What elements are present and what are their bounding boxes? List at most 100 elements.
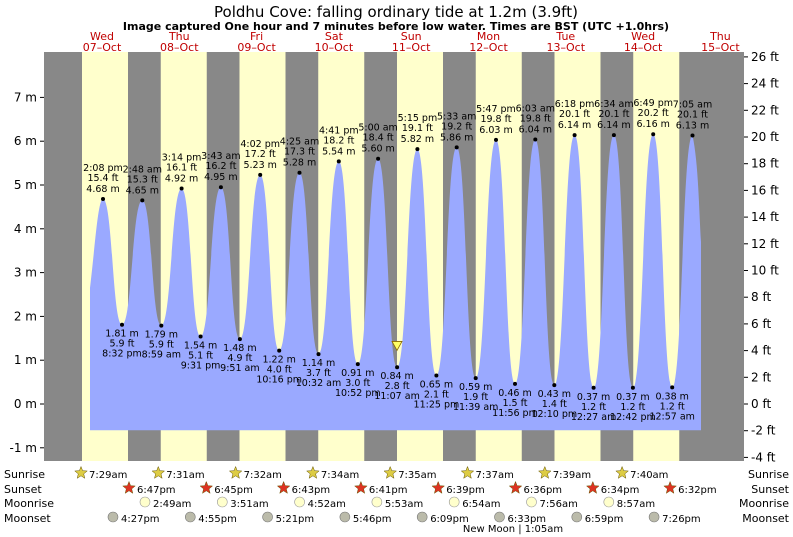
high-tide-point xyxy=(690,133,695,138)
sunset-icon xyxy=(122,480,136,494)
low-tide-point xyxy=(591,385,596,390)
low-tide-time: 11:25 pm xyxy=(414,400,460,411)
sunrise-icon xyxy=(228,465,243,479)
left-axis-tick-label: 4 m xyxy=(14,222,37,236)
low-tide-point xyxy=(473,376,478,381)
high-tide-metres: 6.16 m xyxy=(636,119,669,130)
day-name-label: Sun xyxy=(401,30,422,43)
high-tide-time: 7:05 am xyxy=(673,100,712,111)
moonrise-time: 3:51am xyxy=(230,499,268,510)
right-axis-tick-label: -4 ft xyxy=(751,450,776,464)
low-tide-metres: 1.48 m xyxy=(223,343,256,354)
day-name-label: Tue xyxy=(555,30,575,43)
moonset-icon xyxy=(107,511,119,523)
sunset-time: 6:41pm xyxy=(369,485,408,496)
axes: -1 m 0 m 1 m 2 m 3 m 4 m 5 m 6 m 7 m -4 ft -2 ft 0 … xyxy=(10,30,780,464)
low-tide-point xyxy=(355,362,360,367)
high-tide-metres: 6.14 m xyxy=(558,120,591,131)
moonrise-icon xyxy=(294,496,305,508)
sunset-time: 6:45pm xyxy=(214,485,253,496)
low-tide-feet: 4.9 ft xyxy=(227,353,252,364)
low-tide-feet: 1.2 ft xyxy=(660,401,685,412)
low-tide-metres: 0.65 m xyxy=(420,380,453,391)
high-tide-feet: 19.8 ft xyxy=(520,113,551,124)
high-tide-feet: 20.1 ft xyxy=(677,110,708,121)
high-tide-point xyxy=(140,198,145,203)
moonrise-time: 4:52am xyxy=(308,499,346,510)
day-date-label: 14–Oct xyxy=(624,41,663,54)
high-tide-time: 2:48 am xyxy=(123,164,162,175)
sunrise-time: 7:37am xyxy=(476,470,514,481)
low-tide-metres: 1.54 m xyxy=(184,341,217,352)
low-tide-feet: 1.2 ft xyxy=(581,402,606,413)
right-axis-tick-label: 10 ft xyxy=(751,264,779,278)
high-tide-time: 4:41 pm xyxy=(319,125,359,136)
high-tide-feet: 20.1 ft xyxy=(559,109,590,120)
low-tide-time: 11:07 am xyxy=(374,391,419,402)
high-tide-point xyxy=(179,186,184,191)
high-tide-feet: 15.3 ft xyxy=(127,174,158,185)
high-tide-metres: 4.65 m xyxy=(126,185,159,196)
high-tide-time: 6:03 am xyxy=(516,103,555,114)
low-tide-metres: 1.14 m xyxy=(302,358,335,369)
sunrise-icon xyxy=(383,465,398,479)
high-tide-point xyxy=(494,137,498,142)
moonrise-time: 2:49am xyxy=(153,499,191,510)
low-tide-feet: 2.8 ft xyxy=(385,381,410,392)
sunset-icon xyxy=(508,480,523,494)
right-axis-tick-label: 14 ft xyxy=(751,210,779,224)
low-tide-time: 10:32 am xyxy=(296,378,341,389)
low-tide-feet: 1.9 ft xyxy=(463,392,488,403)
moonset-icon xyxy=(262,511,273,523)
low-tide-point xyxy=(552,383,557,388)
moonset-time: 4:27pm xyxy=(121,514,160,525)
high-tide-time: 5:15 pm xyxy=(398,113,438,124)
high-tide-metres: 5.60 m xyxy=(361,144,394,155)
high-tide-time: 3:14 pm xyxy=(162,153,202,164)
day-date-label: 11–Oct xyxy=(392,41,431,54)
row-label-left: Moonset xyxy=(4,512,51,525)
sunrise-icon xyxy=(306,465,320,479)
moonrise-time: 6:54am xyxy=(462,499,500,510)
current-level-marker xyxy=(391,341,403,352)
sunrise-icon xyxy=(151,465,166,479)
high-tide-time: 5:00 am xyxy=(358,123,397,134)
sunrise-icon xyxy=(74,465,88,479)
high-tide-time: 5:47 pm xyxy=(476,104,516,115)
day-name-label: Thu xyxy=(709,30,731,43)
high-tide-metres: 6.14 m xyxy=(597,120,630,131)
sunset-time: 6:32pm xyxy=(678,485,717,496)
moonset-icon xyxy=(648,511,660,523)
low-tide-metres: 0.46 m xyxy=(498,388,531,399)
high-tide-time: 4:25 am xyxy=(280,137,319,148)
high-tide-feet: 15.4 ft xyxy=(87,173,118,184)
high-tide-time: 6:18 pm xyxy=(555,99,595,110)
low-tide-time: 12:57 am xyxy=(649,411,694,422)
day-date-label: 12–Oct xyxy=(469,41,508,54)
moonset-time: 6:33pm xyxy=(508,514,547,525)
high-tide-feet: 20.2 ft xyxy=(638,108,669,119)
low-tide-time: 12:42 pm xyxy=(610,412,656,423)
right-axis-tick-label: 4 ft xyxy=(751,344,771,358)
high-tide-feet: 20.1 ft xyxy=(598,109,629,120)
right-axis-tick-label: 18 ft xyxy=(751,157,779,171)
sunrise-time: 7:34am xyxy=(321,470,359,481)
low-tide-time: 11:56 pm xyxy=(492,408,538,419)
sunset-icon xyxy=(354,480,368,494)
low-tide-metres: 0.91 m xyxy=(341,368,374,379)
low-tide-metres: 1.81 m xyxy=(105,329,138,340)
day-date-label: 10–Oct xyxy=(315,41,354,54)
moonrise-icon xyxy=(526,496,537,508)
sunrise-icon xyxy=(615,465,629,479)
sunset-time: 6:43pm xyxy=(292,485,331,496)
moonrise-icon xyxy=(217,496,228,508)
chart-subtitle: Image captured One hour and 7 minutes be… xyxy=(123,20,669,33)
low-tide-metres: 0.38 m xyxy=(655,391,688,402)
high-tide-point xyxy=(611,133,616,138)
high-tide-feet: 18.4 ft xyxy=(363,133,394,144)
right-axis-tick-label: 2 ft xyxy=(751,370,771,384)
high-tide-metres: 5.86 m xyxy=(440,132,473,143)
low-tide-metres: 0.37 m xyxy=(577,392,610,403)
